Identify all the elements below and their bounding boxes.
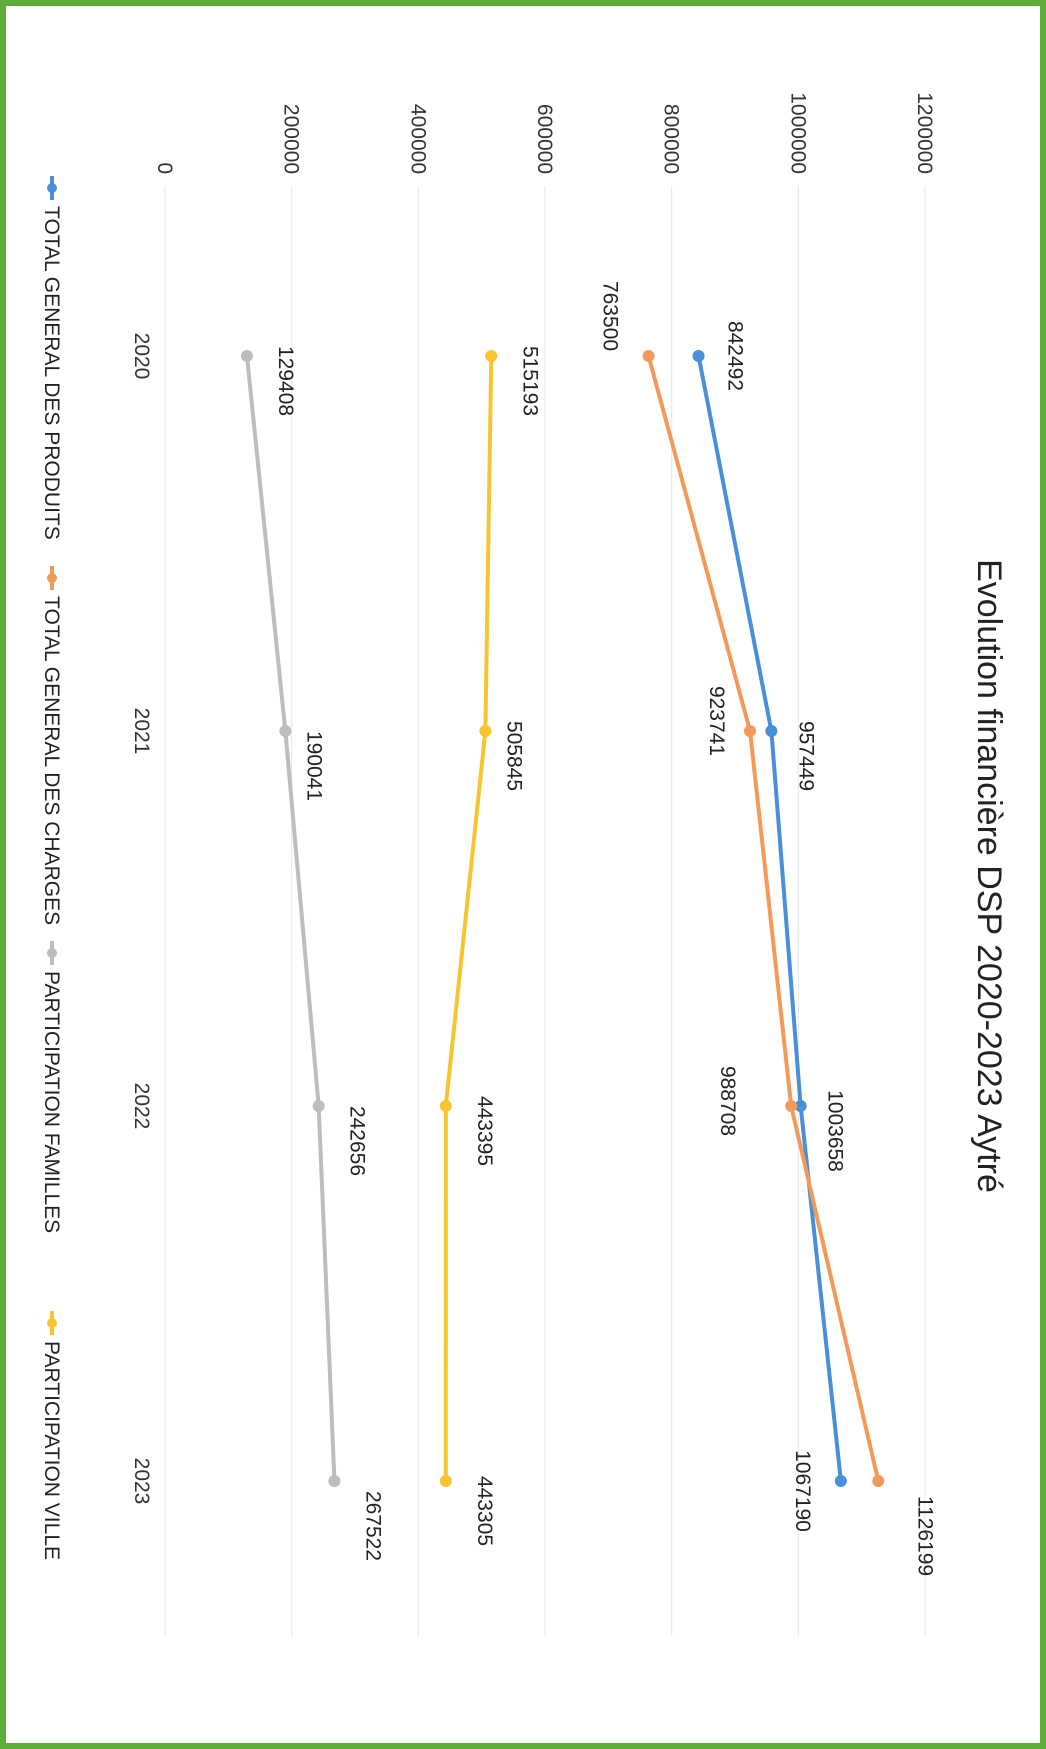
legend-label: TOTAL GENERAL DES PRODUITS [40,206,63,540]
y-tick-label: 1200000 [913,92,936,174]
data-label: 988708 [716,1066,739,1136]
data-labels: 842492 957449 1003658 1067190 763500 923741 98… [274,281,936,1576]
data-label: 1067190 [791,1450,814,1532]
data-point [692,350,705,362]
data-point [479,725,492,737]
legend-swatch-marker [47,183,57,193]
data-label: 923741 [705,686,728,756]
legend-swatch-marker [47,1318,57,1328]
data-label: 515193 [518,346,541,416]
data-point [872,1475,885,1487]
series-line [696,355,843,1482]
y-tick-label: 200000 [280,104,303,174]
data-point [439,1100,452,1112]
legend-swatch-marker [47,573,57,583]
legend: TOTAL GENERAL DES PRODUITS TOTAL GENERAL … [40,176,63,1560]
data-label: 1126199 [913,1496,936,1576]
data-point [834,1475,847,1487]
x-tick-label: 2022 [130,1083,153,1130]
y-tick-label: 400000 [406,104,429,174]
data-point [794,1100,807,1112]
data-label: 505845 [502,721,525,791]
y-tick-label: 0 [153,162,176,174]
data-label: 129408 [274,346,297,416]
legend-swatch-marker [47,948,57,958]
data-label: 1003658 [824,1090,847,1172]
data-point [485,350,498,362]
data-point [744,725,757,737]
series-line [244,355,337,1482]
data-point [328,1475,341,1487]
data-point [642,350,655,362]
y-tick-label: 600000 [533,104,556,174]
legend-label: PARTICIPATION FAMILLES [40,971,63,1233]
data-label: 443305 [473,1476,496,1546]
chart-frame: Evolution financière DSP 2020-2023 Aytré… [6,6,1040,1743]
x-tick-label: 2023 [130,1458,153,1505]
line-chart: Evolution financière DSP 2020-2023 Aytré… [40,92,1008,1636]
series-line [646,355,881,1482]
y-tick-label: 1000000 [786,92,809,174]
data-label: 267522 [361,1491,384,1561]
data-point [439,1475,452,1487]
data-label: 242656 [346,1106,369,1176]
chart-title: Evolution financière DSP 2020-2023 Aytré [970,559,1008,1193]
data-label: 763500 [599,281,622,351]
data-label: 957449 [794,721,817,791]
series-lines [240,350,885,1487]
data-point [765,725,778,737]
data-label: 443395 [473,1096,496,1166]
data-point [240,350,253,362]
data-point [279,725,292,737]
x-axis-ticks: 2020 2021 2022 2023 [130,333,153,1505]
legend-label: TOTAL GENERAL DES CHARGES [40,596,63,925]
grid-lines [164,186,926,1636]
x-tick-label: 2020 [130,333,153,380]
data-label: 190041 [302,731,325,801]
y-axis-ticks: 0 200000 400000 600000 800000 1000000 1200000 [153,92,936,174]
x-tick-label: 2021 [130,708,153,755]
series-line [443,355,494,1482]
data-point [785,1100,798,1112]
data-label: 842492 [724,321,747,391]
data-point [312,1100,325,1112]
legend-label: PARTICIPATION VILLE [40,1341,63,1560]
y-tick-label: 800000 [660,104,683,174]
